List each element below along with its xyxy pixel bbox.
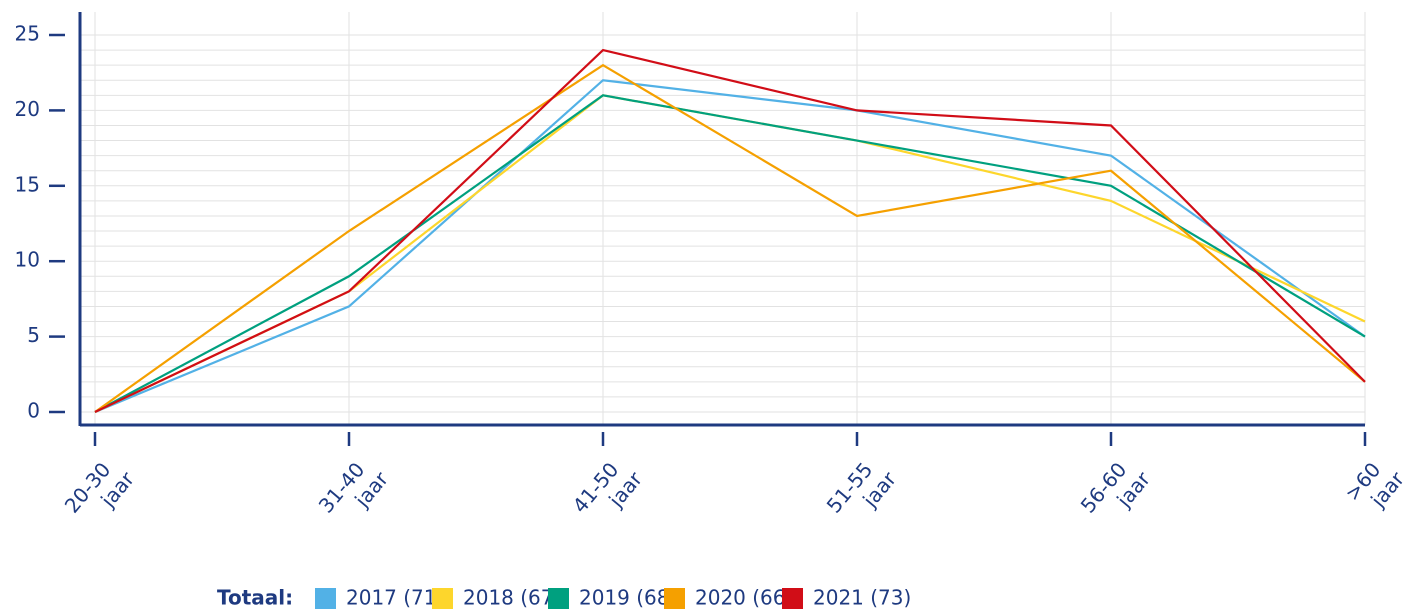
line — [94, 63, 1366, 413]
legend-label: 2020 (66) — [695, 586, 793, 610]
legend-swatch — [782, 588, 803, 609]
y-tick-label: 0 — [27, 399, 40, 423]
line — [94, 94, 1366, 413]
x-tick-label: 56-60jaar — [1075, 451, 1155, 533]
legend-swatch — [548, 588, 569, 609]
y-tick-label: 15 — [15, 172, 40, 196]
line — [94, 48, 1366, 413]
x-tick-label: 20-30jaar — [59, 451, 139, 533]
legend-label: 2021 (73) — [813, 586, 911, 610]
legend-swatch — [432, 588, 453, 609]
legend-title: Totaal: — [217, 586, 293, 610]
x-tick-label: 31-40jaar — [313, 451, 393, 533]
y-tick-label: 25 — [15, 22, 40, 46]
legend-label: 2017 (71) — [346, 586, 444, 610]
line — [94, 79, 1366, 414]
x-tick-label: 41-50jaar — [567, 451, 647, 533]
legend-label: 2019 (68) — [579, 586, 677, 610]
line — [94, 94, 1366, 413]
legend-swatch — [315, 588, 336, 609]
x-tick-label: 51-55jaar — [821, 451, 901, 533]
legend-label: 2018 (67) — [463, 586, 561, 610]
x-tick-label: >60jaar — [1340, 451, 1403, 521]
legend-swatch — [664, 588, 685, 609]
y-tick-label: 10 — [15, 248, 40, 272]
y-tick-label: 20 — [15, 97, 40, 121]
y-tick-label: 5 — [27, 323, 40, 347]
